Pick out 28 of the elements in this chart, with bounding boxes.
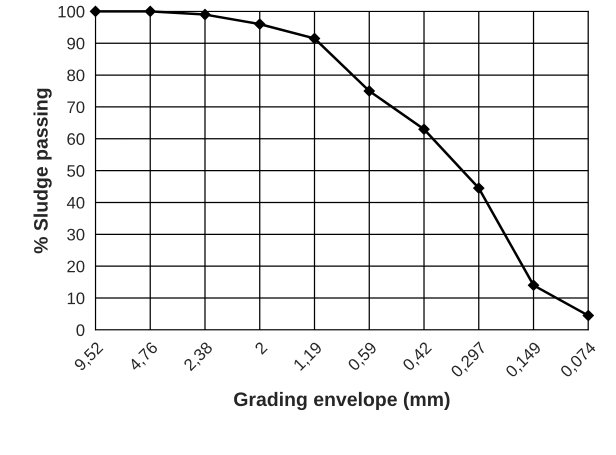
x-tick-label: 0,42 [402,341,434,373]
point [473,182,484,194]
y-axis-title: % Sludge passing [33,88,52,254]
point [199,8,211,20]
point [528,280,540,291]
point [254,18,266,30]
y-tick-label: 0 [76,324,84,336]
x-tick-label: 2 [254,341,268,355]
y-tick-label: 30 [67,228,84,241]
y-tick-label: 70 [67,101,84,114]
point [308,32,320,44]
y-tick-label: 60 [67,133,84,145]
y-tick-label: 90 [67,38,84,50]
point [90,6,102,17]
x-tick-label: 9,52 [73,341,105,373]
y-tick-label: 80 [67,69,84,82]
y-tick-label: 100 [58,6,84,18]
y-tick-label: 50 [67,165,84,177]
x-axis-title: Grading envelope (mm) [234,392,450,410]
x-tick-label: 0,59 [347,341,379,373]
point [418,124,430,135]
y-tick-label: 10 [68,292,84,304]
x-tick-label: 4,76 [128,341,160,374]
y-tick-label: 20 [67,260,84,272]
point [364,85,375,97]
point [582,310,594,322]
point [144,6,156,17]
y-tick-label: 40 [66,196,84,209]
